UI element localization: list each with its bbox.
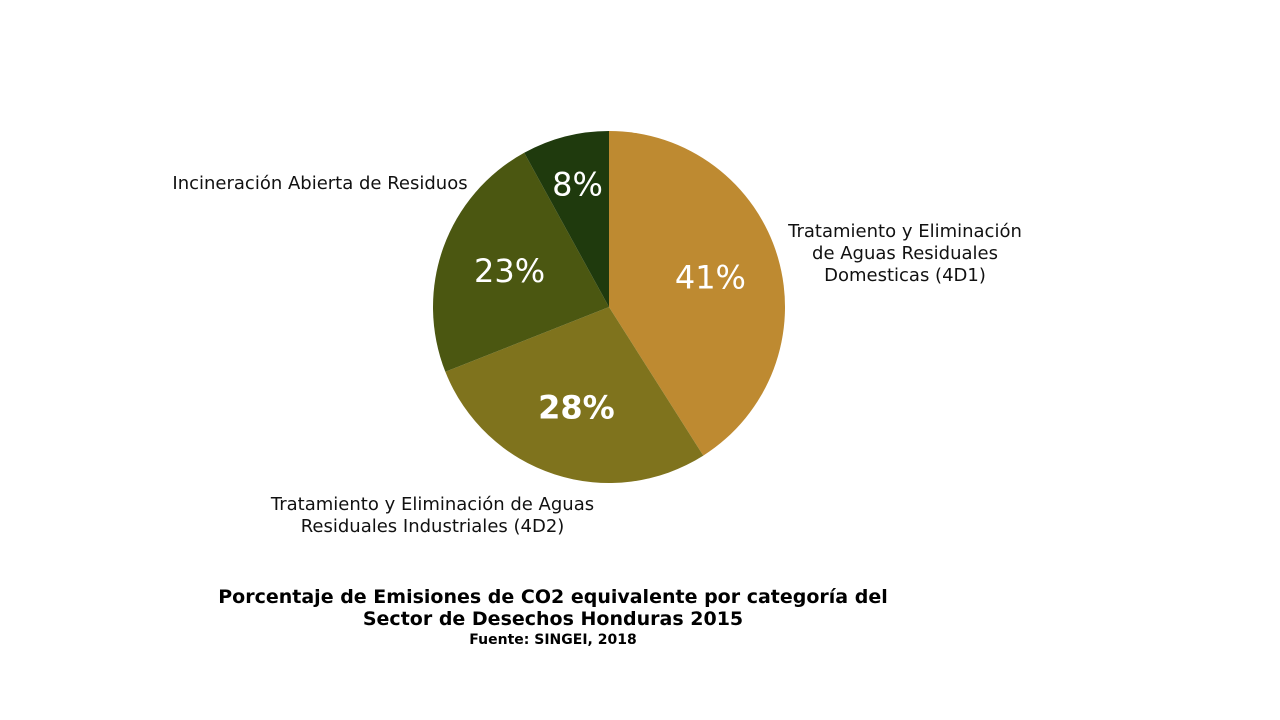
slice-open-incineration	[524, 131, 609, 307]
category-label-open-incineration: Incineración Abierta de Residuos	[172, 173, 468, 194]
slice-domestic-wastewater	[609, 131, 786, 456]
slice-industrial-wastewater	[445, 307, 704, 484]
value-label-41: 41%	[675, 259, 746, 297]
category-label-industrial-wastewater: Tratamiento y Eliminación de Aguas Resid…	[270, 494, 595, 537]
chart-title: Porcentaje de Emisiones de CO2 equivalen…	[218, 586, 888, 630]
chart-source: Fuente: SINGEI, 2018	[469, 632, 637, 648]
slice-23-percent	[433, 152, 609, 372]
value-label-28: 28%	[538, 388, 615, 426]
category-label-domestic-wastewater: Tratamiento y Eliminación de Aguas Resid…	[788, 221, 1022, 286]
value-label-23: 23%	[474, 252, 545, 290]
value-label-8: 8%	[552, 165, 603, 203]
